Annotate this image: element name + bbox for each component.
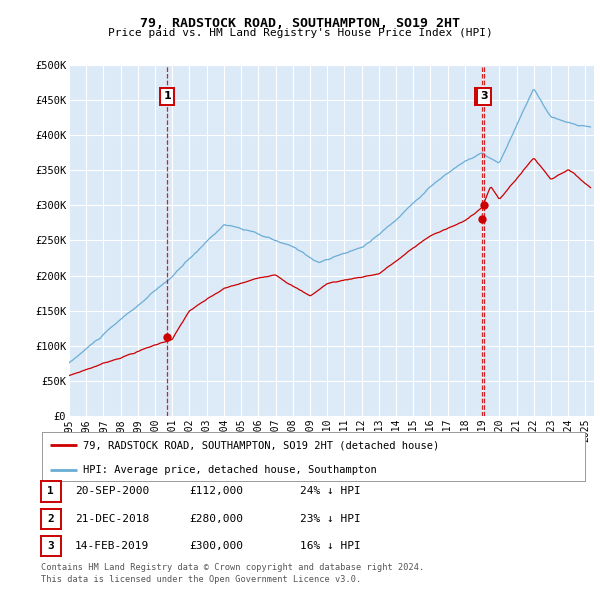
Text: £300,000: £300,000 <box>189 541 243 550</box>
Text: 3: 3 <box>47 541 54 550</box>
Text: 2: 2 <box>478 91 485 101</box>
Text: 1: 1 <box>164 91 172 101</box>
Text: HPI: Average price, detached house, Southampton: HPI: Average price, detached house, Sout… <box>83 465 376 475</box>
Text: 20-SEP-2000: 20-SEP-2000 <box>75 487 149 496</box>
Text: 24% ↓ HPI: 24% ↓ HPI <box>300 487 361 496</box>
Text: 2: 2 <box>47 514 54 523</box>
Text: £280,000: £280,000 <box>189 514 243 523</box>
Text: 23% ↓ HPI: 23% ↓ HPI <box>300 514 361 523</box>
Text: 21-DEC-2018: 21-DEC-2018 <box>75 514 149 523</box>
Text: 16% ↓ HPI: 16% ↓ HPI <box>300 541 361 550</box>
Text: 3: 3 <box>481 91 488 101</box>
Text: 79, RADSTOCK ROAD, SOUTHAMPTON, SO19 2HT: 79, RADSTOCK ROAD, SOUTHAMPTON, SO19 2HT <box>140 17 460 30</box>
Text: 79, RADSTOCK ROAD, SOUTHAMPTON, SO19 2HT (detached house): 79, RADSTOCK ROAD, SOUTHAMPTON, SO19 2HT… <box>83 440 439 450</box>
Text: Contains HM Land Registry data © Crown copyright and database right 2024.: Contains HM Land Registry data © Crown c… <box>41 563 424 572</box>
Text: Price paid vs. HM Land Registry's House Price Index (HPI): Price paid vs. HM Land Registry's House … <box>107 28 493 38</box>
Text: 1: 1 <box>47 487 54 496</box>
Text: £112,000: £112,000 <box>189 487 243 496</box>
Text: 14-FEB-2019: 14-FEB-2019 <box>75 541 149 550</box>
Text: This data is licensed under the Open Government Licence v3.0.: This data is licensed under the Open Gov… <box>41 575 361 584</box>
